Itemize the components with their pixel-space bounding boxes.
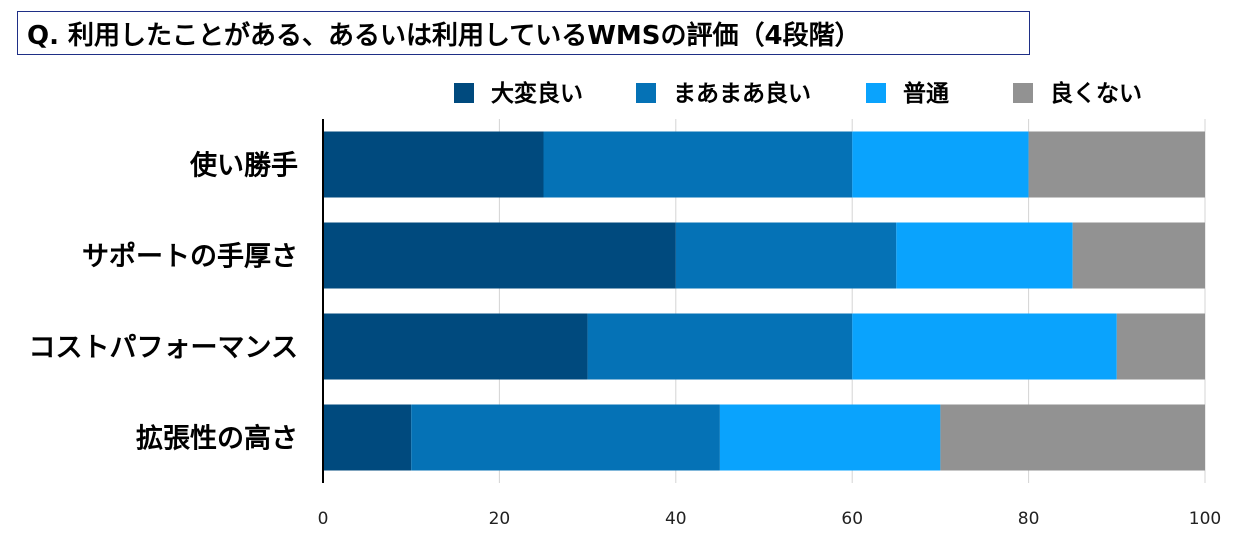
legend-label: 大変良い [491, 80, 583, 107]
legend-swatch [454, 83, 474, 103]
bar-segment [411, 404, 720, 471]
bar-segment [896, 222, 1073, 289]
bar-segment [675, 222, 897, 289]
legend: 大変良い まあまあ良い 普通 良くない [454, 80, 1142, 107]
legend-label: まあまあ良い [673, 80, 811, 107]
legend-swatch [1013, 83, 1033, 103]
legend-swatch [866, 83, 886, 103]
category-label: サポートの手厚さ [82, 242, 298, 273]
x-tick-label: 80 [1018, 509, 1040, 529]
bar-segment [1028, 131, 1205, 198]
bar-segment [940, 404, 1205, 471]
bar-segment [852, 131, 1029, 198]
bar-segment [543, 131, 853, 198]
category-label: コストパフォーマンス [29, 333, 298, 364]
x-tick-label: 100 [1189, 509, 1221, 529]
tick-labels: 0 20 40 60 80 100 [318, 509, 1222, 529]
bar-segment [587, 313, 853, 380]
x-tick-label: 40 [665, 509, 687, 529]
bar-segment [1072, 222, 1205, 289]
x-tick-label: 60 [841, 509, 863, 529]
bars [323, 131, 1205, 471]
bar-segment [323, 404, 412, 471]
bar-segment [323, 222, 676, 289]
bar-segment [852, 313, 1117, 380]
chart-title: Q. 利用したことがある、あるいは利用しているWMSの評価（4段階） [17, 11, 1030, 55]
category-label: 拡張性の高さ [136, 423, 298, 455]
legend-swatch [636, 83, 656, 103]
x-tick-label: 20 [489, 509, 511, 529]
legend-label: 普通 [903, 80, 949, 107]
x-tick-label: 0 [318, 509, 329, 529]
bar-segment [1116, 313, 1205, 380]
bar-segment [323, 313, 588, 380]
bar-segment [719, 404, 941, 471]
legend-label: 良くない [1050, 80, 1142, 107]
bar-segment [323, 131, 544, 198]
category-label: 使い勝手 [189, 151, 298, 182]
